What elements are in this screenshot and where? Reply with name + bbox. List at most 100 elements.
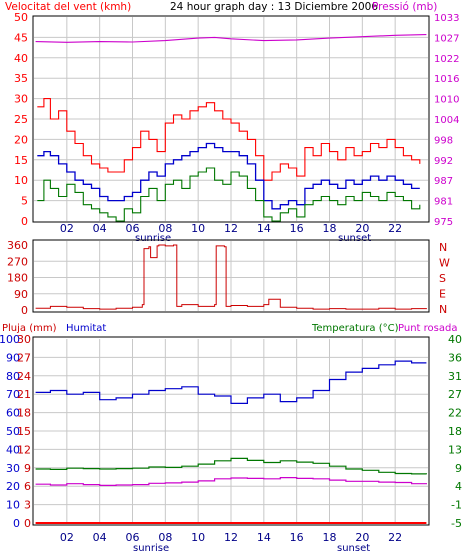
temperature-tick-label: 4 <box>455 480 462 493</box>
rain-tick-label: 6 <box>24 480 31 493</box>
pressure-tick-label: 981 <box>434 197 453 208</box>
wind-speed-tick-label: 20 <box>14 133 28 146</box>
wind-speed-tick-label: 50 <box>14 11 28 24</box>
panel1-hour-tick-label: 04 <box>93 222 107 235</box>
humidity-tick-label: 70 <box>6 388 20 401</box>
panel3-sunset-label: sunset <box>337 543 370 554</box>
compass-direction-label: S <box>439 272 446 285</box>
wind-speed-axis-title: Velocitat del vent (kmh) <box>5 1 131 13</box>
wind-speed-tick-label: 30 <box>14 93 28 106</box>
temperature-axis-title: Temperatura (°C) <box>311 323 399 334</box>
humidity-tick-label: 40 <box>6 443 20 456</box>
pressure-tick-label: 992 <box>434 156 453 167</box>
panel3-hour-tick-label: 22 <box>388 531 402 544</box>
panel1-hour-tick-label: 18 <box>323 222 337 235</box>
humidity-axis-title: Humitat <box>66 323 106 334</box>
temperature-tick-label: 18 <box>448 425 462 438</box>
panel1-hour-tick-label: 10 <box>191 222 205 235</box>
panel3-hour-tick-label: 12 <box>224 531 238 544</box>
panel3-series-line <box>35 457 427 475</box>
chart-title: 24 hour graph day : 13 Diciembre 2006 <box>170 1 378 13</box>
pressure-tick-label: 975 <box>434 217 453 228</box>
compass-direction-label: N <box>439 241 447 254</box>
temperature-tick-label: 36 <box>448 351 462 364</box>
panel3-series-line <box>35 477 427 486</box>
panel2-series <box>35 244 427 310</box>
temperature-tick-label: -5 <box>451 517 462 530</box>
temperature-tick-label: 27 <box>448 388 462 401</box>
panel1-hour-tick-label: 12 <box>224 222 238 235</box>
wind-direction-tick-label: 360 <box>7 239 28 252</box>
pressure-tick-label: 1033 <box>434 13 459 24</box>
dewpoint-axis-title: Punt rosada <box>398 323 457 334</box>
humidity-tick-label: 50 <box>6 425 20 438</box>
temperature-tick-label: 13 <box>448 443 462 456</box>
humidity-tick-label: 100 <box>0 333 20 346</box>
panel3-grid <box>34 339 428 523</box>
panel3-sunrise-label: sunrise <box>133 543 169 554</box>
panel1-hour-tick-label: 20 <box>355 222 369 235</box>
panel3-hour-tick-label: 08 <box>158 531 172 544</box>
pressure-tick-label: 1027 <box>434 33 459 44</box>
panel3-hour-tick-label: 04 <box>93 531 107 544</box>
compass-direction-label: N <box>439 303 447 316</box>
compass-direction-label: W <box>439 257 450 270</box>
temperature-tick-label: 22 <box>448 407 462 420</box>
wind-direction-tick-label: 0 <box>21 304 28 317</box>
wind-direction-tick-label: 270 <box>7 255 28 268</box>
rain-tick-label: 0 <box>24 517 31 530</box>
rain-tick-label: 30 <box>17 333 31 346</box>
pressure-tick-label: 987 <box>434 176 453 187</box>
wind-direction-line <box>35 244 427 310</box>
wind-speed-tick-label: 10 <box>14 174 28 187</box>
rain-tick-label: 18 <box>17 407 31 420</box>
compass-direction-label: E <box>439 288 446 301</box>
rain-tick-label: 24 <box>17 370 31 383</box>
panel3-hour-tick-label: 16 <box>290 531 304 544</box>
panel1-series-line <box>37 142 420 210</box>
panel1-hour-tick-label: 22 <box>388 222 402 235</box>
rain-tick-label: 12 <box>17 443 31 456</box>
temperature-tick-label: 40 <box>448 333 462 346</box>
wind-speed-tick-label: 5 <box>21 195 28 208</box>
temperature-tick-label: -1 <box>451 499 462 512</box>
rain-axis-title: Pluja (mm) <box>2 323 57 334</box>
humidity-tick-label: 90 <box>6 351 20 364</box>
panel2-frame <box>32 239 430 313</box>
humidity-tick-label: 0 <box>13 517 20 530</box>
panel1-hour-tick-label: 02 <box>60 222 74 235</box>
pressure-axis-title: Pressió (mb) <box>372 1 437 13</box>
rain-tick-label: 3 <box>24 499 31 512</box>
humidity-tick-label: 80 <box>6 370 20 383</box>
wind-direction-tick-label: 90 <box>14 288 28 301</box>
panel3-hour-tick-label: 02 <box>60 531 74 544</box>
panel3-hour-tick-label: 20 <box>355 531 369 544</box>
rain-tick-label: 9 <box>24 462 31 475</box>
panel3-hour-tick-label: 14 <box>257 531 271 544</box>
panel1-series-line <box>37 167 421 222</box>
pressure-tick-label: 1010 <box>434 95 459 106</box>
panel1-frame <box>32 15 430 223</box>
pressure-tick-label: 1016 <box>434 74 459 85</box>
wind-direction-tick-label: 180 <box>7 272 28 285</box>
temperature-tick-label: 9 <box>455 462 462 475</box>
panel1-hour-tick-label: 06 <box>126 222 140 235</box>
temperature-tick-label: 31 <box>448 370 462 383</box>
rain-tick-label: 27 <box>17 351 31 364</box>
humidity-tick-label: 20 <box>6 480 20 493</box>
wind-speed-tick-label: 40 <box>14 52 28 65</box>
panel3-hour-tick-label: 18 <box>323 531 337 544</box>
pressure-tick-label: 998 <box>434 135 453 146</box>
panel1-sunrise-label: sunrise <box>135 233 171 244</box>
panel1-hour-tick-label: 14 <box>257 222 271 235</box>
panel3-hour-tick-label: 06 <box>126 531 140 544</box>
wind-speed-tick-label: 45 <box>14 31 28 44</box>
panel3-hour-tick-label: 10 <box>191 531 205 544</box>
panel1-series <box>35 34 427 222</box>
pressure-tick-label: 1022 <box>434 54 459 65</box>
panel1-sunset-label: sunset <box>338 233 371 244</box>
